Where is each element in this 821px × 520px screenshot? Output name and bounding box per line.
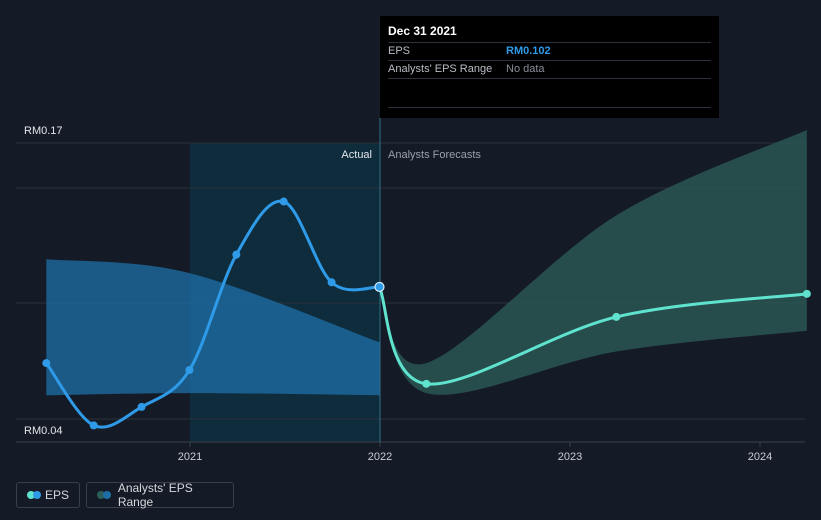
eps-points (42, 197, 811, 430)
eps-legend-icon (27, 491, 41, 499)
legend-eps[interactable]: EPS (16, 482, 80, 508)
eps-point-2 (137, 402, 146, 411)
eps-forecast-line (378, 286, 808, 386)
eps-point-4 (232, 250, 241, 259)
eps-point-3 (185, 366, 194, 374)
region-label-forecast: Analysts Forecasts (388, 149, 481, 161)
tooltip: Dec 31 2021 EPS RM0.102 Analysts' EPS Ra… (380, 16, 719, 118)
eps-point-6 (327, 278, 336, 287)
eps-forecast-point-2 (802, 289, 811, 298)
tooltip-eps-value: RM0.102 (506, 45, 551, 57)
x-tick-label-1: 2022 (368, 451, 392, 463)
eps-current-point (374, 281, 385, 293)
y-label-top: RM0.17 (24, 125, 63, 137)
x-tick-label-3: 2024 (748, 451, 772, 463)
eps-point-0 (42, 359, 51, 368)
axis-labels: RM0.17 RM0.04 2021 2022 2023 2024 Actual Analys… (24, 125, 772, 463)
tooltip-row-eps: EPS RM0.102 (388, 42, 711, 60)
legend-range-label: Analysts' EPS Range (117, 481, 193, 509)
eps-lines (45, 199, 808, 429)
range-legend-icon (97, 491, 112, 499)
region-label-actual: Actual (341, 149, 372, 161)
eps-point-5 (279, 197, 288, 206)
y-label-bottom: RM0.04 (24, 425, 63, 437)
range-forecast-area (379, 130, 807, 395)
range-areas (46, 130, 807, 396)
tooltip-row-range: Analysts' EPS Range No data (388, 60, 711, 78)
range-actual-area (46, 259, 380, 396)
eps-forecast-point-1 (612, 312, 621, 321)
tooltip-eps-label: EPS (388, 45, 411, 57)
tooltip-row-empty (388, 78, 711, 108)
tooltip-range-value: No data (506, 63, 545, 75)
eps-point-1 (89, 421, 98, 430)
legend-range[interactable]: Analysts' EPS Range (86, 481, 234, 509)
eps-forecast-point-0 (422, 379, 431, 388)
tooltip-range-label: Analysts' EPS Range (388, 63, 493, 75)
x-tick-label-0: 2021 (178, 451, 202, 463)
eps-actual-line (45, 199, 380, 429)
tooltip-date: Dec 31 2021 (388, 24, 457, 38)
legend-eps-label: EPS (44, 488, 69, 502)
x-tick-label-2: 2023 (558, 451, 582, 463)
